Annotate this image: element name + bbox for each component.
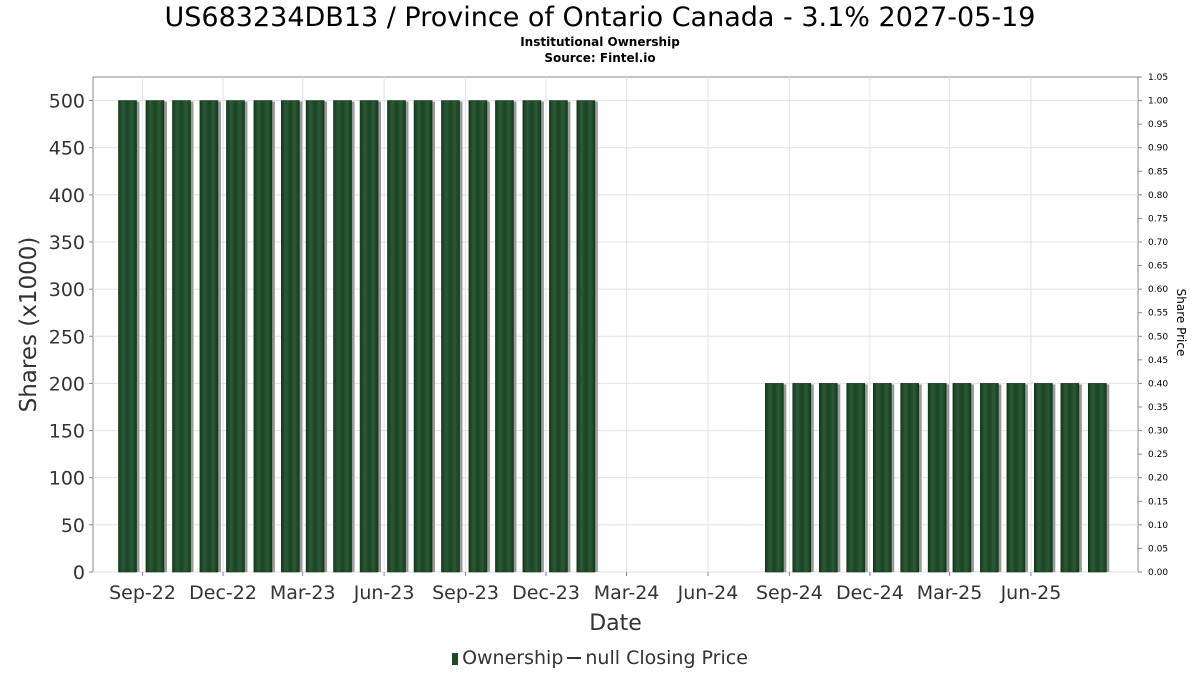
x-tick-label: Mar-23 bbox=[270, 582, 336, 604]
ownership-bar bbox=[927, 383, 947, 573]
ownership-bar bbox=[765, 383, 784, 573]
ownership-bar bbox=[281, 100, 300, 573]
x-tick-label: Sep-23 bbox=[432, 582, 499, 604]
y-tick-label: 50 bbox=[61, 515, 85, 537]
y2-tick-label: 0.50 bbox=[1148, 332, 1168, 342]
y-tick-label: 0 bbox=[73, 562, 85, 584]
y2-tick-label: 0.10 bbox=[1148, 521, 1168, 531]
ownership-bar bbox=[118, 100, 137, 573]
ownership-bar bbox=[846, 383, 866, 573]
ownership-bar bbox=[819, 383, 838, 573]
legend-ownership: Ownership bbox=[462, 647, 564, 669]
x-tick-label: Jun-23 bbox=[353, 582, 415, 604]
chart-legend: Ownership null Closing Price bbox=[0, 647, 1200, 669]
y2-tick-label: 0.40 bbox=[1148, 379, 1168, 389]
y-axis-title: Shares (x1000) bbox=[16, 237, 42, 413]
ownership-bar bbox=[1006, 383, 1026, 573]
y-tick-label: 350 bbox=[49, 232, 85, 254]
y2-tick-label: 0.15 bbox=[1148, 497, 1168, 507]
y2-tick-label: 0.80 bbox=[1148, 191, 1168, 201]
y-tick-label: 200 bbox=[49, 373, 85, 395]
y2-tick-label: 0.75 bbox=[1148, 214, 1168, 224]
y2-tick-label: 0.35 bbox=[1148, 403, 1168, 413]
ownership-bar bbox=[413, 100, 433, 573]
chart-source: Source: Fintel.io bbox=[544, 51, 656, 65]
x-tick-label: Dec-23 bbox=[512, 582, 580, 604]
ownership-bar bbox=[576, 100, 596, 573]
ownership-bar bbox=[199, 100, 219, 573]
ownership-bar bbox=[1034, 383, 1053, 573]
y2-tick-label: 0.45 bbox=[1148, 356, 1168, 366]
ownership-bar bbox=[441, 100, 460, 573]
y2-axis-title: Share Price bbox=[1174, 289, 1188, 357]
x-tick-label: Sep-22 bbox=[109, 582, 176, 604]
ownership-legend-swatch bbox=[452, 653, 459, 665]
ownership-bar bbox=[952, 383, 972, 573]
x-tick-label: Mar-24 bbox=[594, 582, 660, 604]
y2-tick-label: 0.65 bbox=[1148, 262, 1168, 272]
x-tick-label: Jun-24 bbox=[677, 582, 739, 604]
y2-tick-label: 0.85 bbox=[1148, 167, 1168, 177]
ownership-bar bbox=[387, 100, 406, 573]
ownership-bar bbox=[549, 100, 568, 573]
y2-tick-label: 1.00 bbox=[1148, 97, 1168, 107]
closing-price-legend-line bbox=[567, 657, 582, 659]
x-axis-title: Date bbox=[589, 611, 642, 636]
x-tick-label: Mar-25 bbox=[917, 582, 983, 604]
ownership-bar bbox=[1060, 383, 1080, 573]
ownership-bar bbox=[792, 383, 812, 573]
ownership-bar bbox=[495, 100, 514, 573]
y2-tick-label: 0.70 bbox=[1148, 238, 1168, 248]
ownership-bar bbox=[253, 100, 273, 573]
y2-tick-label: 0.95 bbox=[1148, 120, 1168, 130]
y-tick-label: 500 bbox=[49, 91, 85, 113]
legend-closing-price: null Closing Price bbox=[585, 647, 748, 669]
y2-tick-label: 0.30 bbox=[1148, 427, 1168, 437]
x-tick-label: Dec-24 bbox=[836, 582, 904, 604]
y2-tick-label: 1.05 bbox=[1148, 73, 1168, 83]
ownership-bar bbox=[1087, 383, 1107, 573]
ownership-bar bbox=[872, 383, 892, 573]
x-tick-label: Dec-22 bbox=[189, 582, 257, 604]
y2-tick-label: 0.90 bbox=[1148, 144, 1168, 154]
ownership-bar bbox=[359, 100, 379, 573]
x-tick-label: Jun-25 bbox=[1000, 582, 1062, 604]
chart-title: US683234DB13 / Province of Ontario Canad… bbox=[164, 2, 1036, 33]
y-tick-label: 150 bbox=[49, 421, 85, 443]
y-tick-label: 450 bbox=[49, 138, 85, 160]
y-tick-label: 100 bbox=[49, 468, 85, 490]
ownership-bar bbox=[980, 383, 999, 573]
y-tick-label: 400 bbox=[49, 185, 85, 207]
ownership-bar bbox=[172, 100, 191, 573]
y2-tick-label: 0.05 bbox=[1148, 544, 1168, 554]
chart-subtitle: Institutional Ownership bbox=[520, 35, 680, 49]
ownership-bar bbox=[333, 100, 352, 573]
x-tick-label: Sep-24 bbox=[756, 582, 823, 604]
y2-tick-label: 0.55 bbox=[1148, 309, 1168, 319]
ownership-bar bbox=[145, 100, 165, 573]
ownership-bar bbox=[305, 100, 325, 573]
y2-tick-label: 0.25 bbox=[1148, 450, 1168, 460]
y-tick-label: 250 bbox=[49, 326, 85, 348]
y2-tick-label: 0.60 bbox=[1148, 285, 1168, 295]
y2-tick-label: 0.20 bbox=[1148, 474, 1168, 484]
ownership-bar bbox=[468, 100, 488, 573]
ownership-bar bbox=[522, 100, 542, 573]
y2-tick-label: 0.00 bbox=[1148, 568, 1168, 578]
y-tick-label: 300 bbox=[49, 279, 85, 301]
ownership-bar bbox=[900, 383, 920, 573]
ownership-bar bbox=[226, 100, 245, 573]
